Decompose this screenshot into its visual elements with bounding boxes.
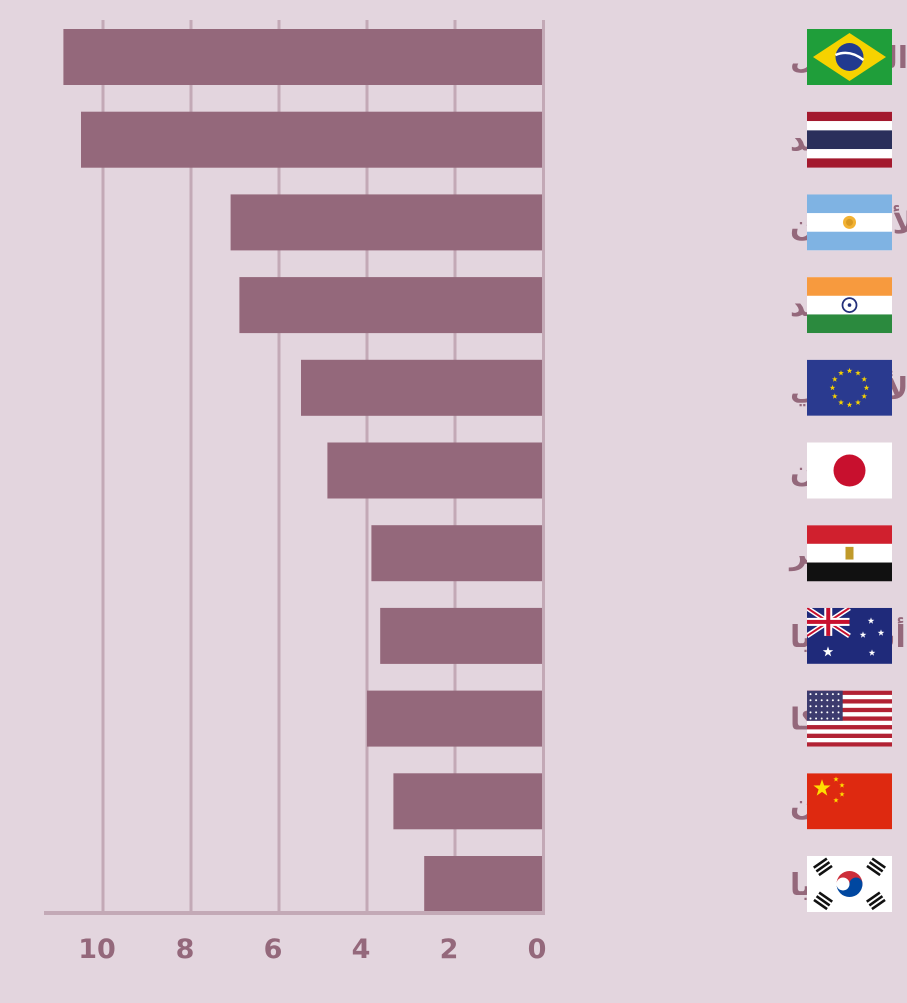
bar-brazil: [63, 29, 544, 85]
bar-usa: [367, 690, 543, 747]
gridlines: [101, 20, 457, 913]
bars: [63, 29, 544, 912]
korea-flag-icon: [807, 856, 892, 912]
eu-flag-icon: [807, 359, 892, 416]
bar-korea: [424, 856, 543, 912]
australia-flag-icon: [807, 607, 892, 664]
bar-egypt: [371, 525, 543, 582]
tick-label-2: 2: [440, 934, 459, 965]
bar-china: [393, 773, 543, 830]
argentina-flag-icon: [807, 194, 892, 251]
bar-thailand: [81, 111, 543, 168]
bar-argentina: [230, 194, 543, 251]
thailand-flag-icon: [807, 111, 892, 168]
x-tick-labels: 0 2 4 6 8 10: [78, 934, 546, 965]
egypt-flag-icon: [807, 525, 892, 582]
india-flag-icon: [807, 277, 892, 334]
tick-label-8: 8: [176, 934, 195, 965]
tick-label-6: 6: [264, 934, 283, 965]
china-flag-icon: [807, 773, 892, 830]
x-axis: [44, 20, 545, 915]
usa-flag-icon: [807, 690, 892, 747]
tick-label-10: 10: [78, 934, 116, 965]
japan-flag-icon: [807, 442, 892, 499]
tick-label-0: 0: [528, 934, 547, 965]
bar-india: [239, 277, 543, 334]
bar-eu: [301, 359, 543, 416]
tick-label-4: 4: [352, 934, 371, 965]
bar-japan: [327, 442, 543, 499]
brazil-flag-icon: [807, 29, 892, 85]
bar-australia: [380, 607, 543, 664]
flags: [807, 29, 892, 912]
